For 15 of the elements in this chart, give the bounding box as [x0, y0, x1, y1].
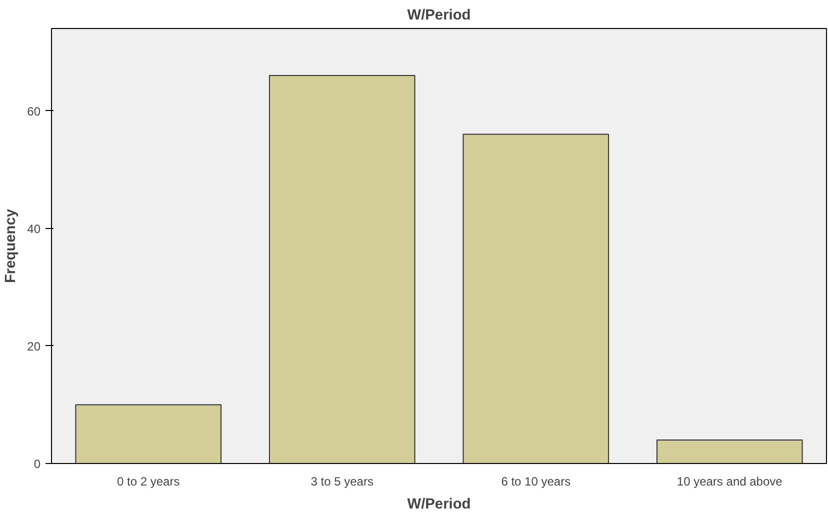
bar [656, 439, 803, 464]
bar [268, 75, 416, 464]
x-tick-label: 0 to 2 years [117, 474, 180, 488]
bar [462, 134, 610, 464]
x-tick-label: 10 years and above [676, 474, 783, 488]
y-tick-label: 20 [27, 339, 41, 354]
x-tick-label: 3 to 5 years [310, 474, 374, 488]
y-tick-label: 60 [27, 104, 41, 118]
x-axis-title: W/Period [407, 496, 471, 512]
bar [75, 404, 222, 464]
y-tick-label: 0 [34, 457, 41, 471]
x-tick-label: 6 to 10 years [501, 474, 571, 488]
y-tick-label: 40 [27, 222, 41, 236]
y-axis-title: Frequency [3, 208, 20, 284]
chart-title: W/Period [407, 8, 471, 24]
